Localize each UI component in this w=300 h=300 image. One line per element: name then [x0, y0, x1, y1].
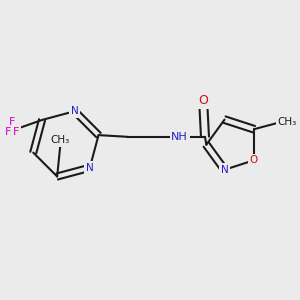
- Text: F: F: [13, 127, 20, 136]
- Text: N: N: [86, 163, 94, 173]
- Text: O: O: [199, 94, 208, 107]
- Text: CH₃: CH₃: [51, 135, 70, 145]
- Text: N: N: [71, 106, 79, 116]
- Text: NH: NH: [171, 132, 188, 142]
- Text: O: O: [250, 155, 258, 165]
- Text: N: N: [220, 165, 228, 175]
- Text: F: F: [4, 127, 11, 136]
- Text: F: F: [9, 117, 15, 128]
- Text: CH₃: CH₃: [278, 118, 297, 128]
